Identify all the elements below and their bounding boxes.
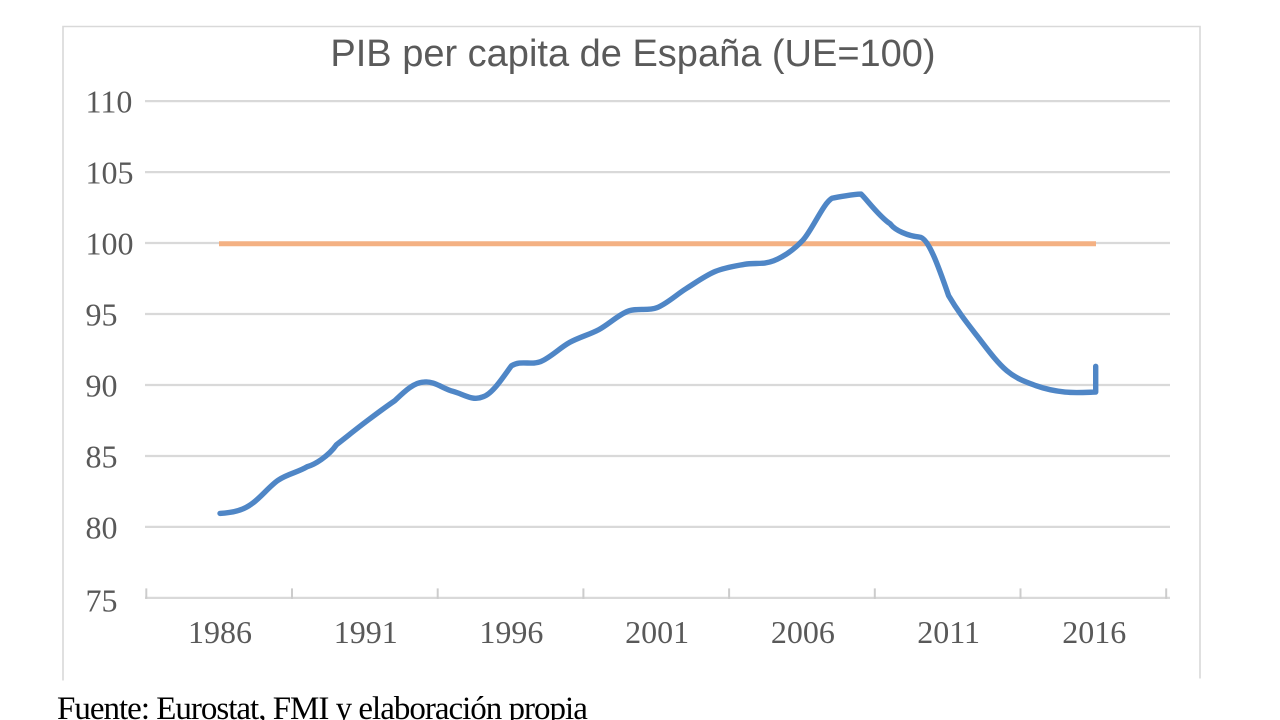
svg-text:85: 85	[86, 438, 118, 474]
svg-text:1996: 1996	[479, 614, 543, 650]
svg-text:75: 75	[86, 582, 118, 618]
svg-text:80: 80	[86, 509, 118, 545]
svg-text:2011: 2011	[917, 614, 980, 650]
svg-text:100: 100	[86, 225, 134, 261]
svg-text:1986: 1986	[188, 614, 252, 650]
svg-text:2001: 2001	[625, 614, 689, 650]
svg-text:105: 105	[86, 154, 134, 190]
svg-text:2006: 2006	[771, 614, 835, 650]
svg-text:PIB per capita de España (UE=1: PIB per capita de España (UE=100)	[330, 33, 935, 75]
svg-text:95: 95	[86, 296, 118, 332]
svg-text:2016: 2016	[1062, 614, 1126, 650]
svg-text:1991: 1991	[334, 614, 398, 650]
svg-text:110: 110	[86, 83, 133, 119]
svg-text:90: 90	[86, 367, 118, 403]
